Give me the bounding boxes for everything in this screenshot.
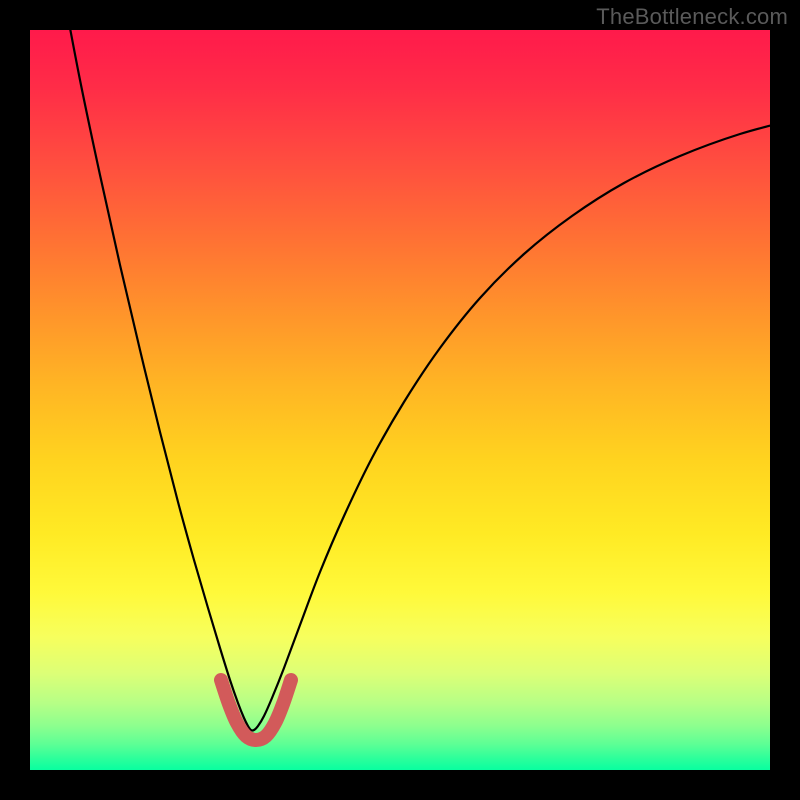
watermark-text: TheBottleneck.com [596,4,788,30]
chart-svg [0,0,800,800]
gradient-background [30,30,770,770]
chart-canvas: TheBottleneck.com [0,0,800,800]
